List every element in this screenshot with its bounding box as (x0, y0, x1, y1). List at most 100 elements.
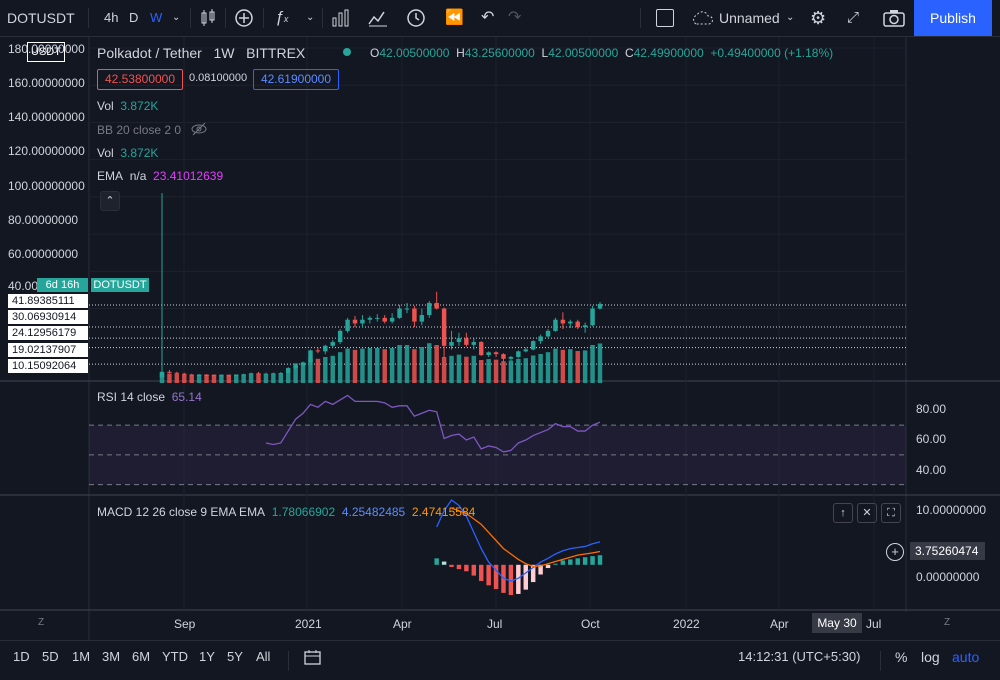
macd-histogram-bar (538, 564, 543, 575)
candle-body (241, 374, 246, 376)
range-5y[interactable]: 5Y (227, 649, 243, 664)
close-pane-icon[interactable]: ✕ (857, 503, 877, 523)
layout-select-icon[interactable] (656, 9, 674, 27)
candle-body (360, 319, 365, 324)
bar-countdown: 6d 16h (37, 278, 88, 292)
indicators-icon[interactable]: ƒx (275, 9, 289, 26)
templates-icon[interactable] (367, 8, 389, 28)
auto-toggle[interactable]: auto (952, 649, 980, 665)
symbol-search[interactable]: DOTUSDT (7, 10, 75, 26)
eye-hidden-icon[interactable] (190, 122, 208, 136)
compare-add-icon[interactable] (234, 8, 254, 28)
candle-body (159, 371, 165, 378)
range-ytd[interactable]: YTD (162, 649, 188, 664)
replay-icon[interactable]: ⏪ (445, 9, 464, 26)
chevron-down-icon[interactable]: ⌄ (306, 12, 315, 23)
zoom-icon[interactable]: Z (38, 617, 45, 628)
chevron-down-icon[interactable]: ⌄ (172, 12, 181, 23)
volume-bar (553, 348, 558, 383)
candle-body (271, 373, 276, 375)
macd-legend[interactable]: MACD 12 26 close 9 EMA EMA 1.78066902 4.… (97, 505, 476, 519)
chevron-down-icon[interactable]: ⌄ (786, 12, 795, 23)
rsi-legend[interactable]: RSI 14 close 65.14 (97, 390, 202, 404)
layout-name[interactable]: Unnamed (719, 10, 780, 26)
buy-price-button[interactable]: 42.61900000 (253, 69, 339, 90)
macd-current-value: 3.75260474 (910, 542, 985, 560)
macd-histogram-bar (568, 559, 573, 565)
range-1y[interactable]: 1Y (199, 649, 215, 664)
range-1d[interactable]: 1D (13, 649, 30, 664)
macd-histogram-bar (597, 555, 603, 565)
range-6m[interactable]: 6M (132, 649, 151, 664)
add-plus-icon[interactable]: + (886, 543, 904, 561)
candle-body (590, 308, 595, 326)
range-1m[interactable]: 1M (72, 649, 91, 664)
low-value: 42.00500000 (548, 46, 619, 60)
chart-canvas[interactable] (0, 37, 1000, 640)
collapse-legend-icon[interactable]: ⌃ (100, 191, 120, 211)
macd-histogram-bar (530, 564, 536, 583)
financials-icon[interactable] (331, 8, 351, 28)
publish-button[interactable]: Publish (914, 0, 992, 36)
date-range-icon[interactable] (304, 649, 322, 665)
clock-timezone[interactable]: 14:12:31 (UTC+5:30) (738, 649, 861, 664)
volume-bar (493, 359, 499, 383)
interval-d[interactable]: D (129, 10, 139, 25)
undo-icon[interactable]: ↶ (481, 9, 495, 26)
interval-w[interactable]: W (150, 10, 163, 25)
legend-header[interactable]: Polkadot / Tether 1W BITTREX (97, 45, 305, 61)
range-3m[interactable]: 3M (102, 649, 121, 664)
volume-bar (189, 374, 194, 383)
settings-gear-icon[interactable]: ⚙ (810, 8, 827, 28)
candle-body (382, 317, 387, 322)
candle-body (293, 365, 298, 369)
zoom-icon[interactable]: Z (944, 617, 951, 628)
close-value: 42.49900000 (633, 46, 704, 60)
move-pane-up-icon[interactable]: ↑ (833, 503, 853, 523)
volume-bar (300, 362, 306, 383)
macd-histogram-bar (508, 564, 514, 596)
range-all[interactable]: All (256, 649, 271, 664)
candle-body (263, 373, 269, 375)
candle-body (597, 303, 603, 309)
camera-icon[interactable] (883, 9, 905, 27)
candle-body (389, 317, 395, 322)
maximize-pane-icon[interactable]: ⛶ (881, 503, 901, 523)
volume-bar (560, 349, 566, 383)
candle-body (189, 374, 194, 376)
percent-toggle[interactable]: % (895, 649, 908, 665)
candle-body (427, 302, 432, 316)
range-5d[interactable]: 5D (42, 649, 59, 664)
candle-body (478, 342, 484, 356)
candle-body (167, 371, 172, 373)
volume-bar (248, 373, 254, 383)
macd-histogram-bar (449, 564, 454, 567)
candle-body (308, 350, 313, 363)
candle-style-icon[interactable] (199, 8, 217, 28)
legend-volume[interactable]: Vol 3.872K (97, 99, 159, 113)
sell-price-button[interactable]: 42.53800000 (97, 69, 183, 90)
legend-ema[interactable]: EMA n/a 23.41012639 (97, 169, 224, 183)
price-axis-label: 100.00000000 (8, 179, 85, 193)
alert-icon[interactable] (405, 7, 427, 29)
macd-axis-label: 0.00000000 (916, 570, 980, 584)
redo-icon[interactable]: ↷ (508, 9, 522, 26)
fullscreen-icon[interactable]: ⤢ (847, 9, 860, 26)
volume-bar (278, 373, 284, 383)
legend-volume-2[interactable]: Vol 3.872K (97, 146, 159, 160)
interval-4h[interactable]: 4h (104, 10, 119, 25)
volume-bar (538, 354, 543, 383)
candle-body (211, 375, 217, 377)
candle-body (226, 375, 232, 377)
volume-bar (456, 354, 462, 383)
macd-histogram-bar (560, 560, 566, 565)
log-toggle[interactable]: log (921, 649, 940, 665)
currency-badge[interactable]: USDT (27, 42, 65, 62)
high-value: 43.25600000 (464, 46, 535, 60)
volume-bar (397, 345, 402, 383)
candle-body (330, 342, 335, 346)
candle-body (300, 362, 306, 366)
volume-bar (159, 373, 165, 383)
price-axis-label: 180.00000000 (8, 42, 85, 56)
legend-bollinger[interactable]: BB 20 close 2 0 (97, 123, 182, 137)
